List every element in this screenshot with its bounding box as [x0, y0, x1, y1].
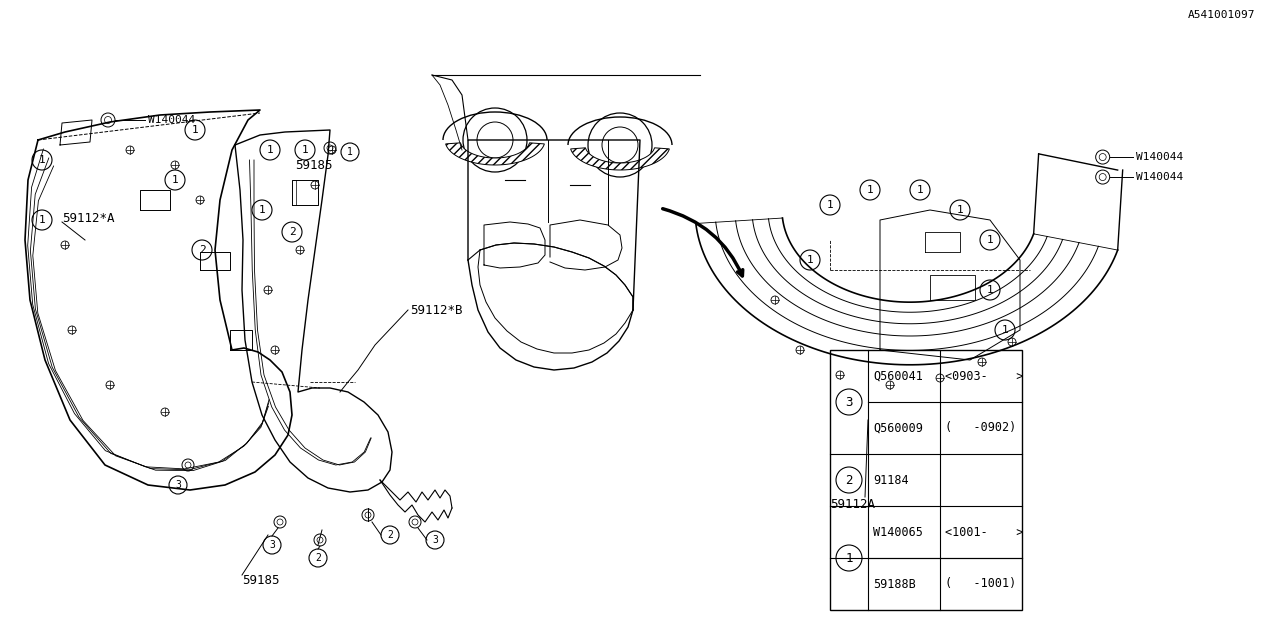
Text: 2: 2: [845, 474, 852, 486]
Bar: [829, 350, 1021, 610]
Text: Q560009: Q560009: [873, 422, 923, 435]
Text: A541001097: A541001097: [1188, 10, 1254, 20]
Text: 2: 2: [315, 553, 321, 563]
Text: 2: 2: [198, 245, 205, 255]
Text: 1: 1: [1002, 325, 1009, 335]
Text: 1: 1: [827, 200, 833, 210]
Text: 1: 1: [259, 205, 265, 215]
Text: 3: 3: [175, 480, 180, 490]
Text: 91184: 91184: [873, 474, 909, 486]
Text: 59112*B: 59112*B: [410, 303, 462, 317]
Text: 1: 1: [987, 285, 993, 295]
Text: (   -0902): ( -0902): [945, 422, 1016, 435]
Text: 1: 1: [987, 235, 993, 245]
Text: 1: 1: [172, 175, 178, 185]
Text: W140044: W140044: [1135, 152, 1183, 162]
Text: 3: 3: [269, 540, 275, 550]
Text: 1: 1: [806, 255, 813, 265]
Text: 3: 3: [845, 396, 852, 408]
Text: W140044: W140044: [1135, 172, 1183, 182]
Text: 1: 1: [867, 185, 873, 195]
Text: 2: 2: [288, 227, 296, 237]
Text: <1001-    >: <1001- >: [945, 525, 1024, 538]
Text: (   -1001): ( -1001): [945, 577, 1016, 591]
Text: 59112*A: 59112*A: [61, 211, 114, 225]
Text: W140065: W140065: [873, 525, 923, 538]
Text: 1: 1: [302, 145, 308, 155]
Text: 1: 1: [192, 125, 198, 135]
Text: 2: 2: [387, 530, 393, 540]
Text: 59112A: 59112A: [829, 499, 876, 511]
Polygon shape: [571, 148, 669, 170]
Text: 1: 1: [845, 552, 852, 564]
Text: 1: 1: [916, 185, 923, 195]
Text: 1: 1: [38, 215, 45, 225]
Text: 59185: 59185: [242, 573, 279, 586]
Polygon shape: [445, 143, 544, 165]
Text: 1: 1: [347, 147, 353, 157]
Text: 59185: 59185: [294, 159, 333, 172]
Text: W140044: W140044: [148, 115, 196, 125]
Text: 1: 1: [956, 205, 964, 215]
Text: Q560041: Q560041: [873, 369, 923, 383]
Text: 1: 1: [266, 145, 274, 155]
Text: 59188B: 59188B: [873, 577, 915, 591]
Text: 1: 1: [38, 155, 45, 165]
Text: <0903-    >: <0903- >: [945, 369, 1024, 383]
Text: 3: 3: [433, 535, 438, 545]
